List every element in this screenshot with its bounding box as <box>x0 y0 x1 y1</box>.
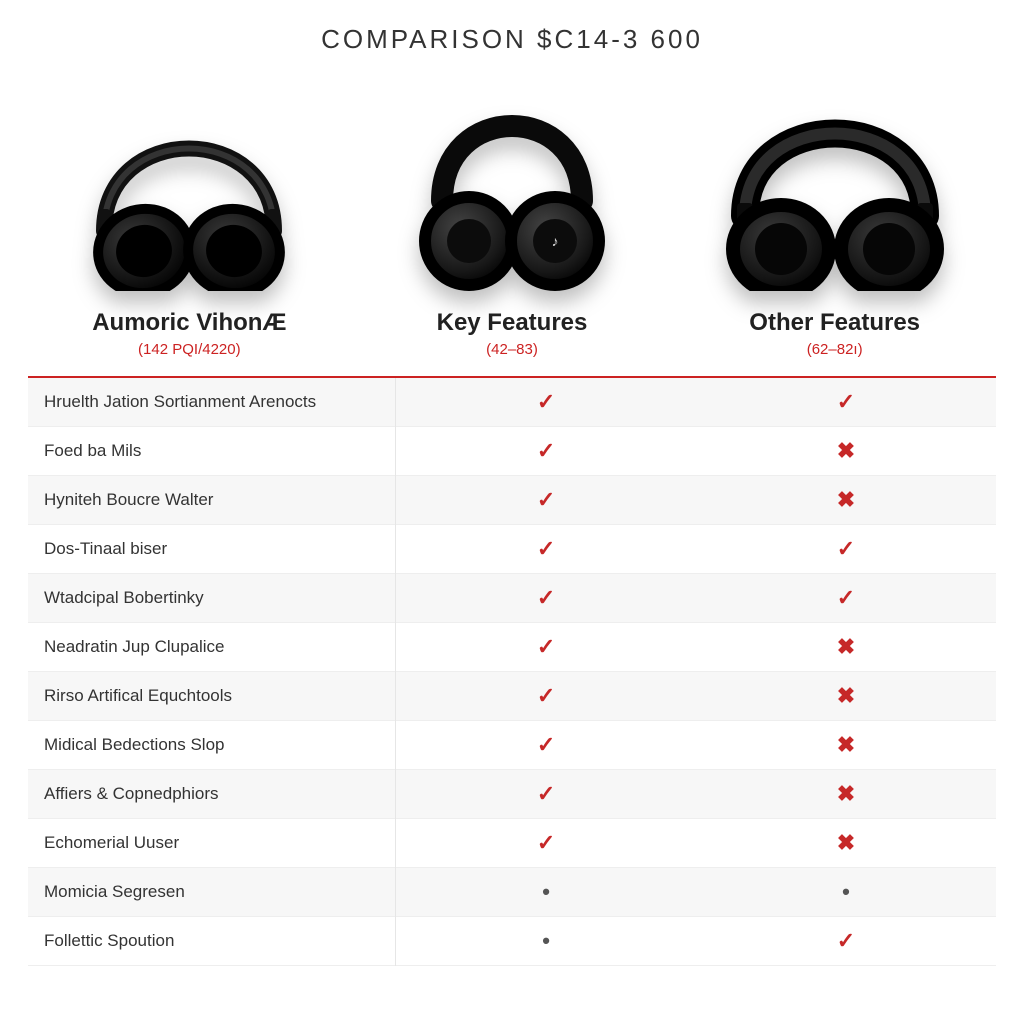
cross-icon: ✖ <box>696 721 996 770</box>
table-row: Echomerial Uuser✓✖ <box>28 819 996 868</box>
feature-label: Affiers & Copnedphiors <box>28 770 396 819</box>
feature-label: Momicia Segresen <box>28 868 396 917</box>
feature-label: Hruelth Jation Sortianment Arenocts <box>28 377 396 427</box>
dot-icon: • <box>396 868 696 917</box>
check-icon: ✓ <box>696 525 996 574</box>
col-sub-2: (42–83) <box>351 341 674 358</box>
cross-icon: ✖ <box>696 672 996 721</box>
check-icon: ✓ <box>396 476 696 525</box>
table-row: Foed ba Mils✓✖ <box>28 427 996 476</box>
cross-icon: ✖ <box>696 819 996 868</box>
feature-label: Dos-Tinaal biser <box>28 525 396 574</box>
headphone-image-1 <box>28 73 351 303</box>
feature-label: Follettic Spoution <box>28 917 396 966</box>
check-icon: ✓ <box>396 377 696 427</box>
check-icon: ✓ <box>696 377 996 427</box>
check-icon: ✓ <box>696 917 996 966</box>
col-sub-3: (62–82ı) <box>673 341 996 358</box>
feature-label: Rirso Artifical Equchtools <box>28 672 396 721</box>
feature-label: Midical Bedections Slop <box>28 721 396 770</box>
dot-icon: • <box>696 868 996 917</box>
cross-icon: ✖ <box>696 770 996 819</box>
feature-label: Foed ba Mils <box>28 427 396 476</box>
check-icon: ✓ <box>396 672 696 721</box>
feature-label: Neadratin Jup Clupalice <box>28 623 396 672</box>
check-icon: ✓ <box>396 721 696 770</box>
feature-label: Hyniteh Boucre Walter <box>28 476 396 525</box>
product-col-3: Other Features (62–82ı) <box>673 73 996 366</box>
cross-icon: ✖ <box>696 476 996 525</box>
table-row: Affiers & Copnedphiors✓✖ <box>28 770 996 819</box>
table-row: Wtadcipal Bobertinky✓✓ <box>28 574 996 623</box>
col-sub-1: (142 PQI/4220) <box>28 341 351 358</box>
feature-label: Echomerial Uuser <box>28 819 396 868</box>
page-title: COMPARISON $C14-3 600 <box>28 24 996 55</box>
comparison-page: COMPARISON $C14-3 600 <box>0 0 1024 966</box>
product-col-1: Aumoric VihonÆ (142 PQI/4220) <box>28 73 351 366</box>
check-icon: ✓ <box>396 623 696 672</box>
table-row: Midical Bedections Slop✓✖ <box>28 721 996 770</box>
cross-icon: ✖ <box>696 427 996 476</box>
comparison-table: Hruelth Jation Sortianment Arenocts✓✓Foe… <box>28 376 996 966</box>
feature-label: Wtadcipal Bobertinky <box>28 574 396 623</box>
dot-icon: • <box>396 917 696 966</box>
product-header-row: Aumoric VihonÆ (142 PQI/4220) <box>28 73 996 366</box>
table-row: Rirso Artifical Equchtools✓✖ <box>28 672 996 721</box>
product-col-2: ♪ Key Features (42–83) <box>351 73 674 366</box>
headphone-image-2: ♪ <box>351 73 674 303</box>
col-title-2: Key Features <box>351 309 674 337</box>
check-icon: ✓ <box>396 819 696 868</box>
table-row: Dos-Tinaal biser✓✓ <box>28 525 996 574</box>
check-icon: ✓ <box>696 574 996 623</box>
table-row: Hruelth Jation Sortianment Arenocts✓✓ <box>28 377 996 427</box>
table-row: Momicia Segresen•• <box>28 868 996 917</box>
cross-icon: ✖ <box>696 623 996 672</box>
table-row: Hyniteh Boucre Walter✓✖ <box>28 476 996 525</box>
svg-text:♪: ♪ <box>551 233 558 249</box>
table-row: Follettic Spoution•✓ <box>28 917 996 966</box>
check-icon: ✓ <box>396 770 696 819</box>
check-icon: ✓ <box>396 525 696 574</box>
col-title-1: Aumoric VihonÆ <box>28 309 351 337</box>
headphone-image-3 <box>673 73 996 303</box>
check-icon: ✓ <box>396 427 696 476</box>
table-row: Neadratin Jup Clupalice✓✖ <box>28 623 996 672</box>
check-icon: ✓ <box>396 574 696 623</box>
col-title-3: Other Features <box>673 309 996 337</box>
